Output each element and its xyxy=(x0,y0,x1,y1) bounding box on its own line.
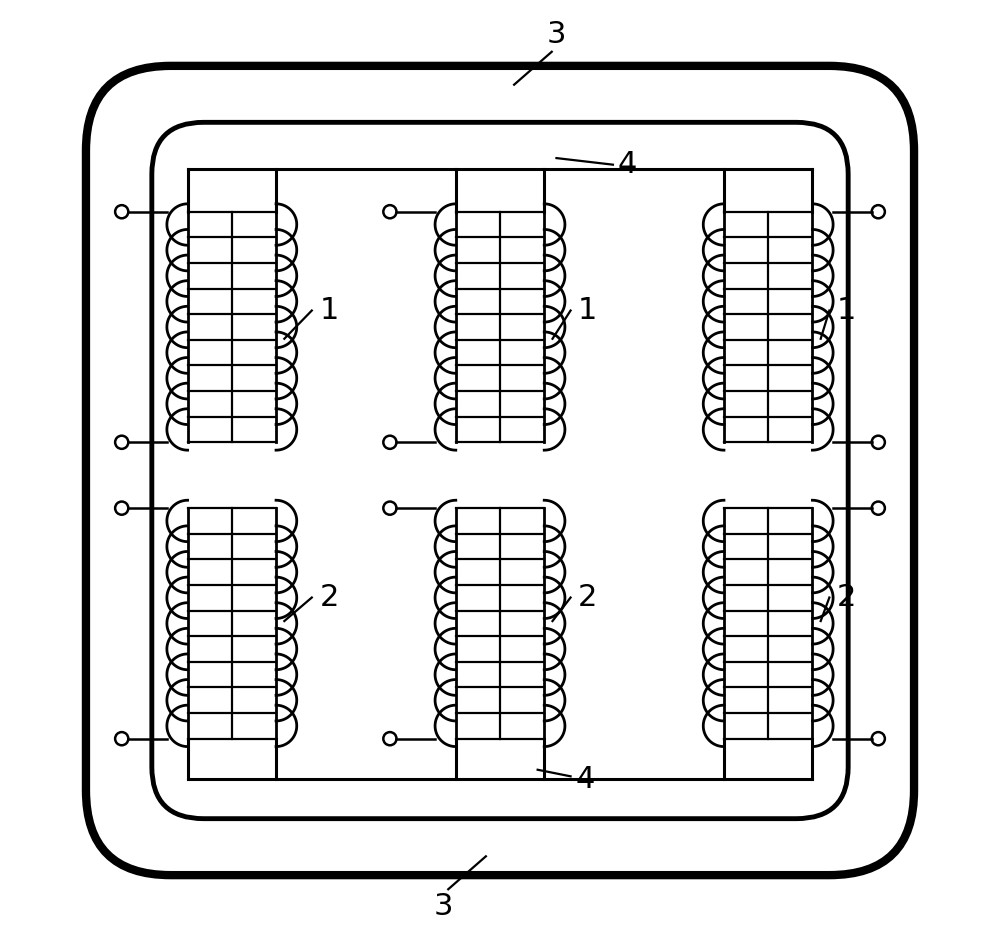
Text: 2: 2 xyxy=(319,583,339,612)
Text: 3: 3 xyxy=(434,892,453,921)
Text: 1: 1 xyxy=(319,296,339,325)
Text: 1: 1 xyxy=(578,296,597,325)
Text: 2: 2 xyxy=(578,583,597,612)
Text: 4: 4 xyxy=(575,765,595,793)
Text: 1: 1 xyxy=(837,296,856,325)
Text: 2: 2 xyxy=(837,583,856,612)
Text: 4: 4 xyxy=(618,151,637,179)
Text: 3: 3 xyxy=(547,20,566,49)
